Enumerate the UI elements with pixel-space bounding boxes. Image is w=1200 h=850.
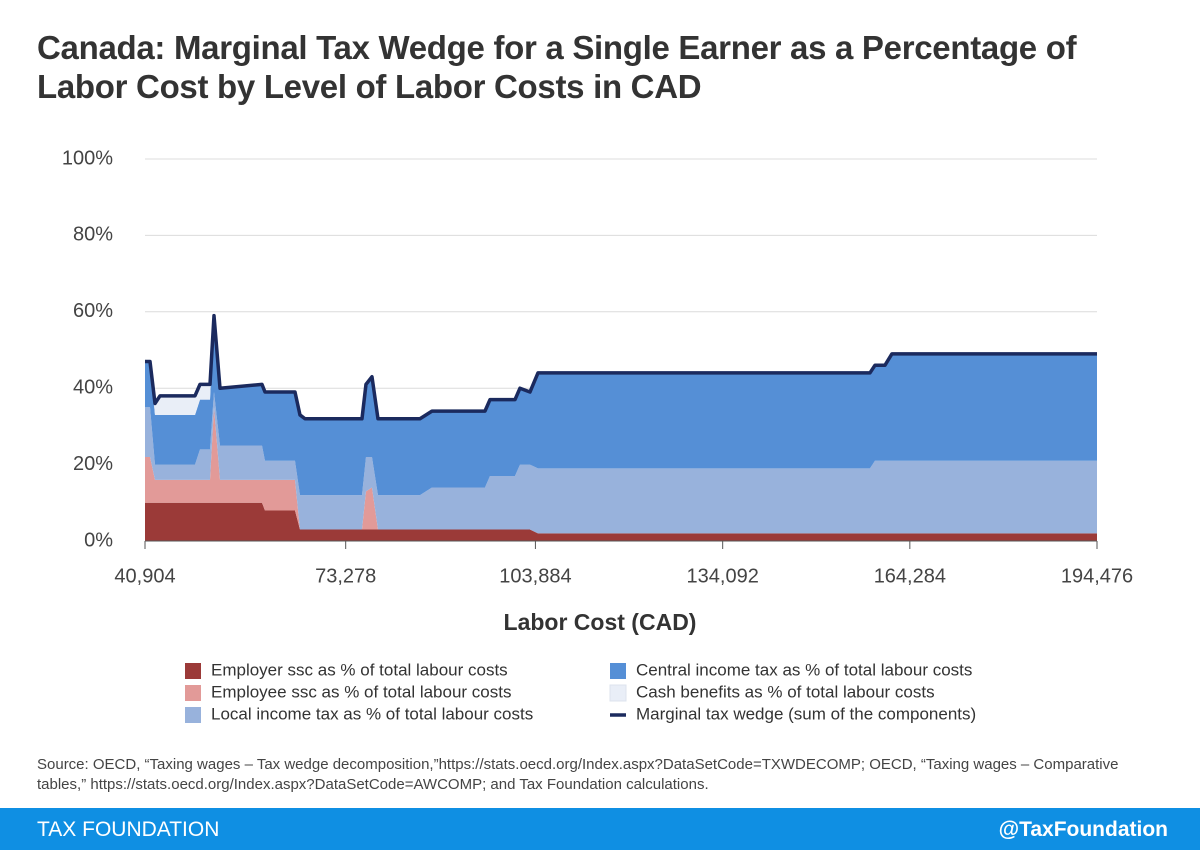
x-tick-label: 164,284 (874, 565, 946, 587)
area (145, 502, 1097, 541)
x-tick-label: 40,904 (114, 565, 175, 587)
legend-swatch (610, 663, 626, 679)
legend-swatch (185, 707, 201, 723)
area (145, 315, 1097, 496)
footer-brand: TAX FOUNDATION (37, 818, 220, 841)
chart: Labor Cost (CAD) 0% 20% 40% 60% 80% 100% 40,90… (62, 147, 1133, 723)
line (145, 313, 1097, 421)
y-tick-label: 60% (73, 300, 113, 322)
legend-label: Marginal tax wedge (sum of the component… (636, 704, 976, 723)
y-tick-label: 100% (62, 147, 113, 169)
y-tick-label: 40% (73, 376, 113, 398)
legend-label: Local income tax as % of total labour co… (211, 704, 533, 723)
x-tick-label: 73,278 (315, 565, 376, 587)
legend-label: Employee ssc as % of total labour costs (211, 682, 511, 701)
legend-label: Central income tax as % of total labour … (636, 660, 972, 679)
source-note: Source: OECD, “Taxing wages – Tax wedge … (37, 756, 1119, 793)
x-tick-label: 194,476 (1061, 565, 1133, 587)
y-tick-label: 0% (84, 529, 113, 551)
legend-label: Employer ssc as % of total labour costs (211, 660, 508, 679)
x-tick-label: 103,884 (499, 565, 571, 587)
legend-swatch (185, 685, 201, 701)
x-axis-label: Labor Cost (CAD) (504, 609, 697, 635)
y-tick-label: 80% (73, 224, 113, 246)
legend-swatch (609, 684, 627, 702)
footer-handle: @TaxFoundation (998, 818, 1168, 841)
chart-title: Canada: Marginal Tax Wedge for a Single … (37, 29, 1077, 105)
y-tick-label: 20% (73, 453, 113, 475)
legend-label: Cash benefits as % of total labour costs (636, 682, 935, 701)
legend-swatch (185, 663, 201, 679)
area (145, 392, 1097, 534)
footer: TAX FOUNDATION @TaxFoundation (0, 808, 1200, 850)
x-tick-label: 134,092 (687, 565, 759, 587)
